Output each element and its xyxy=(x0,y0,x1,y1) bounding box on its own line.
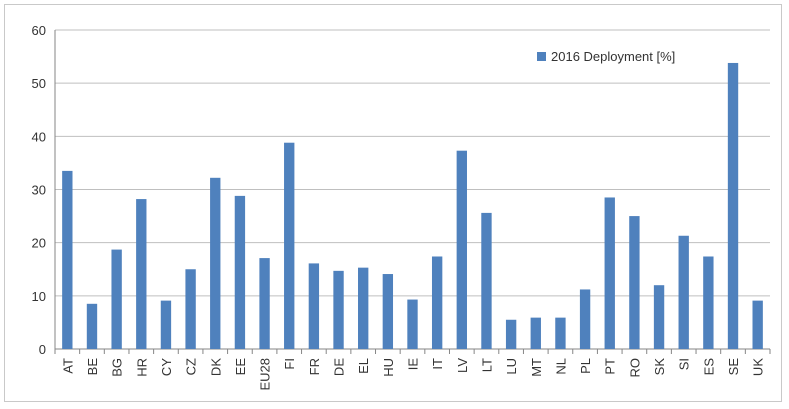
bar-se xyxy=(727,62,739,350)
x-tick-label: BE xyxy=(85,358,100,376)
x-tick-label: HR xyxy=(134,358,149,377)
y-tick-label: 60 xyxy=(32,23,46,38)
bar-hr xyxy=(136,199,147,349)
x-tick-label: BG xyxy=(110,358,125,377)
x-tick-label: MT xyxy=(529,358,544,377)
x-tick-label: CY xyxy=(159,358,174,376)
x-tick-label: DE xyxy=(332,358,347,376)
bar-eu28 xyxy=(259,258,270,349)
x-tick-label: SI xyxy=(677,358,692,370)
bar-cz xyxy=(185,269,196,349)
x-tick-label: NL xyxy=(553,358,568,375)
x-tick-label: FI xyxy=(282,358,297,370)
x-tick-label: LU xyxy=(504,358,519,375)
bar-be xyxy=(86,303,98,349)
x-tick-label: IT xyxy=(430,358,445,370)
legend-label: 2016 Deployment [%] xyxy=(551,49,675,64)
y-tick-label: 40 xyxy=(32,129,46,144)
bar-bg xyxy=(111,249,122,349)
bar-dk xyxy=(210,177,221,349)
y-tick-label: 20 xyxy=(32,236,46,251)
bar-si xyxy=(678,235,689,349)
legend-swatch xyxy=(537,52,546,61)
bar-es xyxy=(703,256,714,349)
bar-fr xyxy=(308,263,320,349)
x-tick-label: DK xyxy=(208,358,223,376)
bar-ee xyxy=(234,195,246,349)
bar-lv xyxy=(456,150,467,349)
bar-at xyxy=(62,170,73,349)
bar-lt xyxy=(481,212,492,349)
bar-it xyxy=(431,256,443,349)
x-tick-label: RO xyxy=(627,358,642,378)
bar-fi xyxy=(284,142,295,349)
bar-uk xyxy=(752,300,763,349)
bar-sk xyxy=(653,285,665,349)
x-tick-label: LV xyxy=(455,358,470,373)
y-tick-label: 50 xyxy=(32,76,46,91)
x-tick-label: EE xyxy=(233,358,248,376)
bar-pt xyxy=(604,197,615,349)
bar-mt xyxy=(530,317,541,349)
bar-nl xyxy=(555,317,566,349)
x-tick-label: SK xyxy=(652,358,667,376)
x-tick-label: IE xyxy=(406,358,421,371)
x-tick-label: PT xyxy=(603,358,618,375)
x-tick-label: SE xyxy=(726,358,741,376)
x-tick-label: ES xyxy=(701,358,716,376)
x-tick-label: PL xyxy=(578,358,593,374)
x-tick-label: AT xyxy=(60,358,75,374)
y-tick-label: 10 xyxy=(32,289,46,304)
x-tick-label: EU28 xyxy=(258,358,273,391)
bar-ie xyxy=(407,299,418,349)
y-tick-label: 0 xyxy=(39,342,46,357)
bar-lu xyxy=(505,319,517,349)
bar-hu xyxy=(382,274,394,349)
bar-de xyxy=(333,270,344,349)
bar-pl xyxy=(579,289,591,349)
x-tick-label: FR xyxy=(307,358,322,375)
bar-ro xyxy=(629,216,640,349)
bar-el xyxy=(358,267,369,349)
x-tick-label: LT xyxy=(479,358,494,372)
bar-cy xyxy=(160,300,172,349)
x-tick-label: HU xyxy=(381,358,396,377)
y-tick-label: 30 xyxy=(32,183,46,198)
x-tick-label: UK xyxy=(751,358,766,376)
x-tick-label: EL xyxy=(356,358,371,374)
x-tick-label: CZ xyxy=(184,358,199,375)
